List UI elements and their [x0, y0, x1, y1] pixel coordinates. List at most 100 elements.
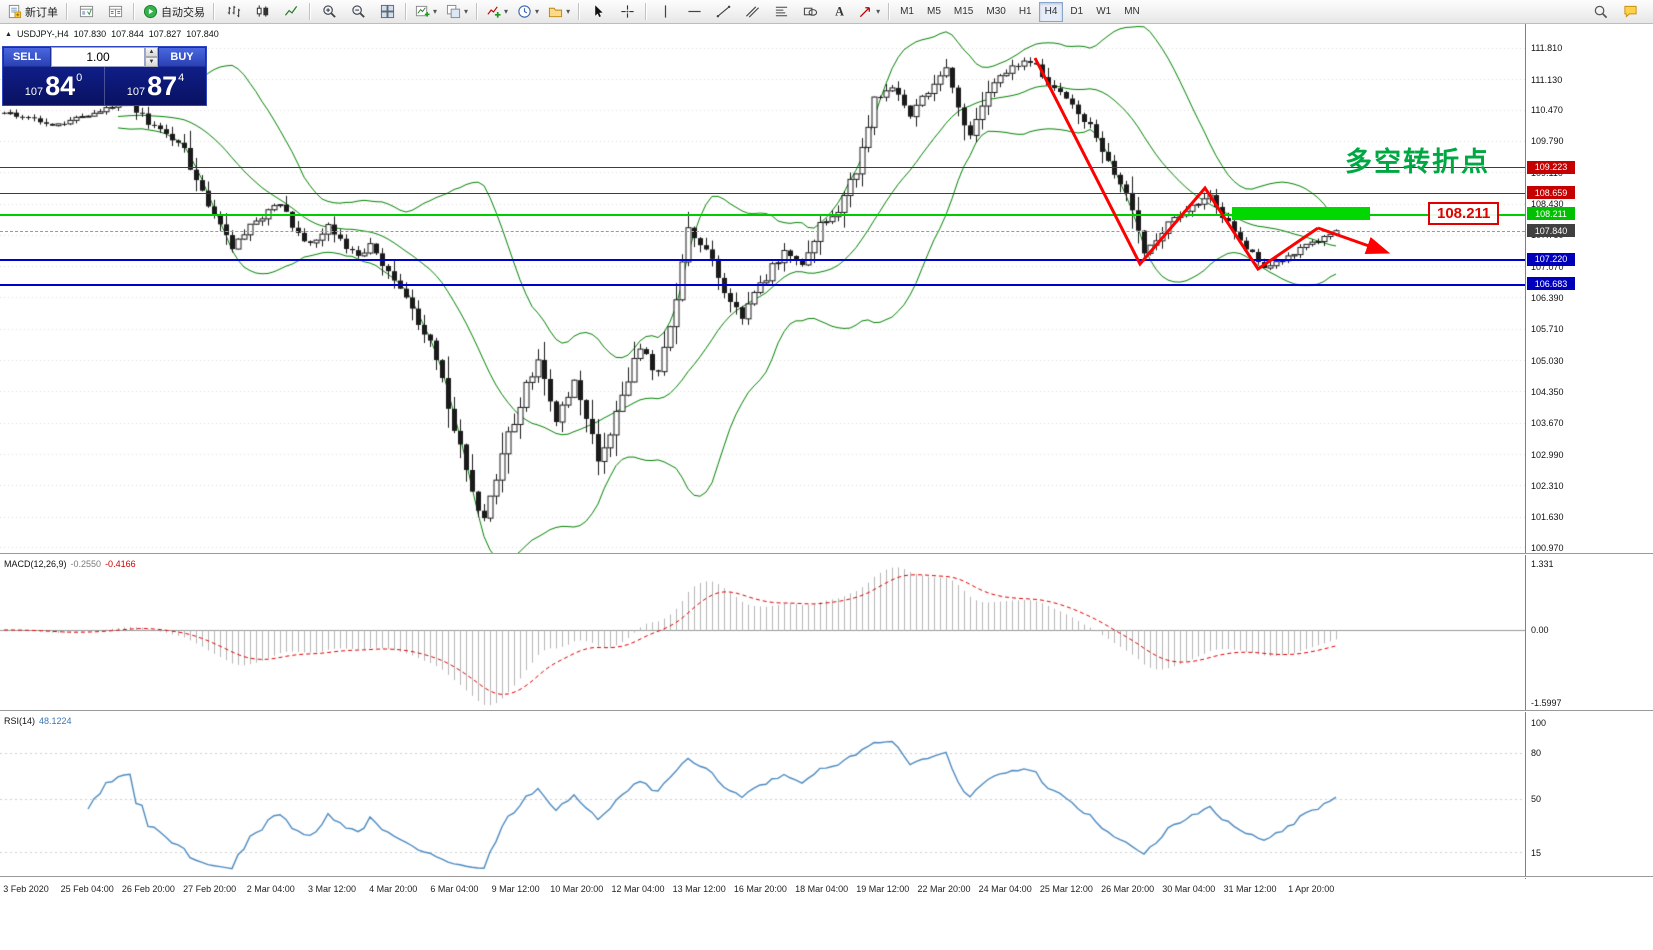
tile-windows-button[interactable]	[373, 1, 401, 23]
timeframe-h4[interactable]: H4	[1038, 1, 1064, 22]
vertical-line-button[interactable]	[651, 1, 679, 23]
crosshair-icon	[620, 4, 635, 19]
quote-low: 107.827	[148, 29, 182, 39]
autotrading-button[interactable]: 自动交易	[139, 1, 209, 23]
panel-separator[interactable]	[0, 710, 1653, 712]
new-chart-button[interactable]: ▾	[411, 1, 441, 23]
timeframe-h1[interactable]: H1	[1018, 6, 1032, 17]
chat-icon	[1623, 4, 1638, 19]
toolbar-separator	[213, 3, 215, 20]
toolbar-separator	[578, 3, 581, 20]
timeframe-mn[interactable]: MN	[1124, 6, 1140, 17]
trendline-button[interactable]	[709, 1, 737, 23]
buy-price-big: 87	[147, 71, 178, 101]
price-axis-label: 105.710	[1531, 324, 1564, 335]
timeframe-m15[interactable]: M15	[953, 6, 974, 17]
price-axis-label: 110.470	[1531, 105, 1563, 116]
timeframe-m5[interactable]: M5	[927, 6, 941, 17]
volume-down-button[interactable]: ▼	[145, 57, 158, 67]
macd-panel[interactable]	[0, 556, 1525, 710]
profiles-button[interactable]: ▾	[442, 1, 472, 23]
hline-107.220[interactable]	[0, 259, 1525, 262]
price-axis-label: 102.990	[1531, 449, 1564, 460]
hline-108.659[interactable]	[0, 192, 1525, 194]
new-order-icon	[7, 4, 22, 19]
hline-106.683[interactable]	[0, 283, 1525, 286]
hline-109.223[interactable]	[0, 167, 1525, 168]
new-order-button[interactable]: 新订单	[3, 1, 62, 23]
text-button[interactable]: A	[825, 1, 853, 23]
timeframe-w1[interactable]: W1	[1096, 6, 1112, 17]
sell-button[interactable]: SELL	[3, 47, 51, 67]
buy-price-button[interactable]: 107 87 4	[105, 67, 206, 105]
market-watch-button[interactable]	[72, 1, 100, 23]
toolbar-separator	[133, 3, 135, 20]
macd-label-row: MACD(12,26,9) -0.2550 -0.4166	[4, 559, 136, 569]
time-axis-label: 16 Mar 20:00	[733, 884, 787, 894]
autotrading-label: 自动交易	[161, 6, 205, 19]
timeframe-m1[interactable]: M1	[900, 6, 914, 17]
autotrading-icon	[143, 4, 158, 19]
rsi-panel[interactable]	[0, 713, 1525, 876]
zoom-in-button[interactable]	[315, 1, 343, 23]
toolbar-separator	[405, 3, 407, 20]
price-badge-108.211: 108.211	[1527, 207, 1575, 221]
periods-button[interactable]: ▾	[513, 1, 543, 23]
templates-button[interactable]: ▾	[544, 1, 574, 23]
zoom-out-button[interactable]	[344, 1, 372, 23]
shapes-button[interactable]	[796, 1, 824, 23]
price-badge-107.220: 107.220	[1527, 252, 1575, 266]
crosshair-button[interactable]	[613, 1, 641, 23]
timeframe-d1[interactable]: D1	[1070, 6, 1084, 17]
price-badge-106.683: 106.683	[1527, 277, 1575, 291]
panel-separator[interactable]	[0, 876, 1653, 878]
dropdown-caret-icon: ▾	[566, 6, 571, 16]
horizontal-line-button[interactable]	[680, 1, 708, 23]
dropdown-caret-icon: ▾	[433, 6, 438, 16]
volume-input[interactable]: 1.00	[51, 47, 145, 67]
main-chart-area[interactable]	[0, 24, 1525, 553]
chat-button[interactable]	[1616, 1, 1644, 23]
quote-high: 107.844	[111, 29, 144, 39]
time-axis-label: 26 Mar 20:00	[1101, 884, 1155, 894]
price-axis-label: 111.130	[1531, 74, 1563, 85]
data-window-button[interactable]	[101, 1, 129, 23]
cursor-icon	[591, 4, 606, 19]
search-button[interactable]	[1586, 1, 1614, 23]
price-axis-label: 102.310	[1531, 480, 1564, 491]
rsi-label-row: RSI(14) 48.1224	[4, 716, 72, 726]
time-axis-label: 10 Mar 20:00	[550, 884, 604, 894]
dropdown-caret-icon: ▾	[876, 6, 881, 16]
line-chart-button[interactable]	[277, 1, 305, 23]
toolbar-left: 新订单 自动交易 ▾ ▾ ▾ ▾ ▾ A ▾ M1 M5 M15 M30 H1 H4 D1 W1 MN	[3, 1, 1146, 23]
volume-up-button[interactable]: ▲	[145, 47, 158, 57]
price-axis-label: 100.970	[1531, 542, 1564, 553]
rsi-value: 48.1224	[39, 716, 72, 726]
time-axis-label: 18 Mar 04:00	[795, 884, 849, 894]
arrows-button[interactable]: ▾	[854, 1, 884, 23]
time-axis-label: 3 Feb 2020	[3, 884, 49, 894]
buy-button[interactable]: BUY	[158, 47, 206, 67]
bar-chart-button[interactable]	[219, 1, 247, 23]
price-axis[interactable]: 1.331 0.00 -1.5997 111.810 111.130 110.470…	[1525, 24, 1653, 879]
time-axis[interactable]: 3 Feb 2020 25 Feb 04:00 26 Feb 20:00 27 Feb…	[0, 879, 1653, 900]
turning-point-annotation[interactable]: 多空转折点	[1345, 147, 1490, 177]
green-zone-box[interactable]	[1232, 207, 1370, 220]
hline-107.840[interactable]	[0, 230, 1525, 232]
trendline-icon	[716, 4, 731, 19]
fibonacci-button[interactable]	[767, 1, 795, 23]
panel-separator[interactable]	[0, 553, 1653, 555]
indicators-button[interactable]: ▾	[482, 1, 512, 23]
sell-price-prefix: 107	[24, 86, 44, 98]
hline-108.211[interactable]	[0, 213, 1525, 216]
timeframe-m30[interactable]: M30	[986, 6, 1006, 17]
candle-chart-button[interactable]	[248, 1, 276, 23]
arrows-icon	[858, 4, 873, 19]
time-axis-label: 6 Mar 04:00	[430, 884, 479, 894]
channel-button[interactable]	[738, 1, 766, 23]
search-icon	[1593, 4, 1608, 19]
cursor-button[interactable]	[584, 1, 612, 23]
sell-price-button[interactable]: 107 84 0	[3, 67, 105, 105]
level-price-label[interactable]: 108.211	[1428, 202, 1500, 225]
toolbar-right	[1586, 1, 1650, 23]
